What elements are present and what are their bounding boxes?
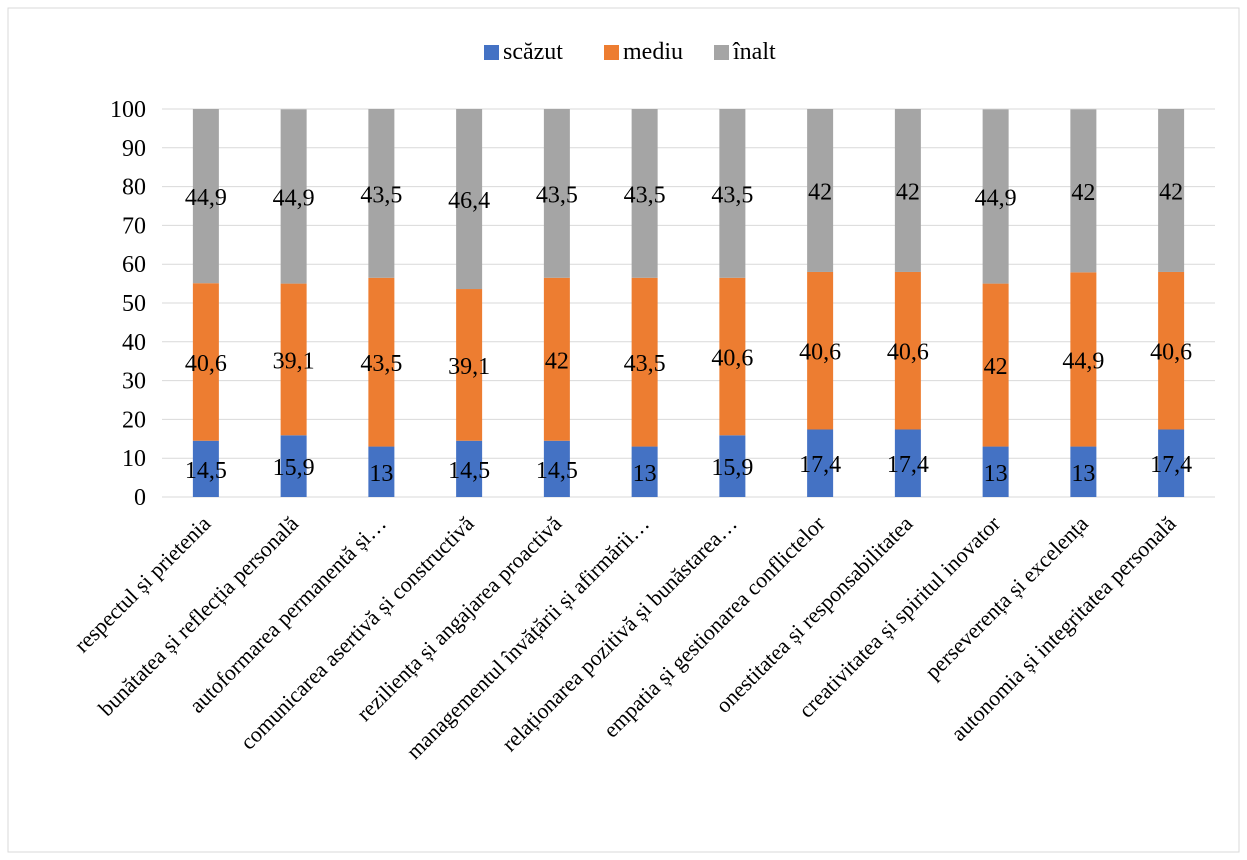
bar-segment: [1158, 271, 1185, 430]
bar-segment: [368, 109, 395, 278]
data-label: 14,5: [536, 458, 578, 484]
bar-segment: [280, 109, 307, 284]
data-label: 13: [369, 461, 393, 487]
data-label: 39,1: [273, 348, 315, 374]
bar-segment: [456, 289, 483, 441]
bar-segment: [982, 109, 1009, 284]
bar-segment: [807, 271, 834, 430]
legend-label: scăzut: [503, 39, 563, 65]
bar-segment: [1158, 109, 1185, 272]
data-label: 43,5: [360, 182, 402, 208]
bar-segment: [1070, 446, 1097, 497]
bar-segment: [1158, 429, 1185, 497]
data-label: 13: [984, 461, 1008, 487]
bars: [192, 109, 1185, 497]
data-label: 43,5: [624, 351, 666, 377]
data-label: 40,6: [799, 340, 841, 366]
y-tick-label: 40: [122, 330, 146, 356]
data-label: 42: [896, 179, 920, 205]
bar-segment: [280, 435, 307, 497]
y-tick-label: 90: [122, 136, 146, 162]
data-label: 13: [633, 461, 657, 487]
bar-segment: [719, 435, 746, 497]
data-label: 17,4: [799, 452, 841, 478]
data-label: 40,6: [711, 346, 753, 372]
bar-segment: [543, 277, 570, 441]
data-label: 43,5: [711, 182, 753, 208]
data-label: 13: [1071, 461, 1095, 487]
data-label: 42: [1071, 180, 1095, 206]
bar-segment: [719, 277, 746, 436]
data-label: 15,9: [273, 455, 315, 481]
y-tick-label: 70: [122, 213, 146, 239]
bar-segment: [982, 446, 1009, 497]
y-tick-label: 10: [122, 446, 146, 472]
data-label: 17,4: [1150, 452, 1192, 478]
data-label: 40,6: [1150, 340, 1192, 366]
bar-segment: [894, 271, 921, 430]
gridlines: [162, 108, 1215, 498]
data-label: 14,5: [185, 458, 227, 484]
legend-swatch: [484, 45, 499, 60]
bar-segment: [807, 109, 834, 272]
y-tick-label: 0: [134, 485, 146, 511]
data-label: 40,6: [887, 340, 929, 366]
y-axis: 0 10 20 30 40 50 60 70 80 90 100: [110, 97, 146, 511]
legend-label: mediu: [623, 39, 683, 65]
data-label: 46,4: [448, 188, 490, 214]
legend-swatch: [604, 45, 619, 60]
bar-segment: [982, 283, 1009, 447]
data-label: 40,6: [185, 351, 227, 377]
bar-segment: [1070, 109, 1097, 273]
bar-segment: [192, 440, 219, 497]
data-label: 42: [984, 354, 1008, 380]
y-tick-label: 100: [110, 97, 146, 123]
bar-segment: [456, 440, 483, 497]
data-label: 39,1: [448, 354, 490, 380]
y-tick-label: 80: [122, 175, 146, 201]
bar-segment: [807, 429, 834, 497]
data-label: 42: [1159, 179, 1183, 205]
legend-swatch: [714, 45, 729, 60]
bar-segment: [192, 109, 219, 284]
data-label: 44,9: [975, 185, 1017, 211]
y-tick-label: 50: [122, 291, 146, 317]
data-labels: 14,5 40,6 44,9 15,9 39,1 44,9 13 43,5 43,5 14,5 39…: [185, 179, 1192, 486]
data-label: 44,9: [273, 185, 315, 211]
data-label: 44,9: [185, 185, 227, 211]
data-label: 17,4: [887, 452, 929, 478]
bar-segment: [368, 277, 395, 447]
y-tick-label: 30: [122, 369, 146, 395]
bar-segment: [894, 109, 921, 272]
data-label: 43,5: [536, 182, 578, 208]
bar-segment: [543, 109, 570, 278]
bar-segment: [280, 283, 307, 436]
y-tick-label: 20: [122, 407, 146, 433]
data-label: 15,9: [711, 455, 753, 481]
bar-segment: [1070, 272, 1097, 447]
data-label: 14,5: [448, 458, 490, 484]
data-label: 43,5: [624, 182, 666, 208]
y-tick-label: 60: [122, 252, 146, 278]
legend: scăzut mediu înalt: [484, 39, 776, 65]
bar-segment: [192, 283, 219, 441]
data-label: 42: [545, 348, 569, 374]
bar-segment: [631, 277, 658, 447]
bar-segment: [456, 109, 483, 290]
bar-segment: [631, 446, 658, 497]
bar-segment: [894, 429, 921, 497]
data-label: 43,5: [360, 351, 402, 377]
bar-segment: [543, 440, 570, 497]
bar-segment: [719, 109, 746, 278]
bar-segment: [368, 446, 395, 497]
data-label: 42: [808, 179, 832, 205]
legend-label: înalt: [732, 39, 776, 65]
data-label: 44,9: [1062, 348, 1104, 374]
bar-segment: [631, 109, 658, 278]
